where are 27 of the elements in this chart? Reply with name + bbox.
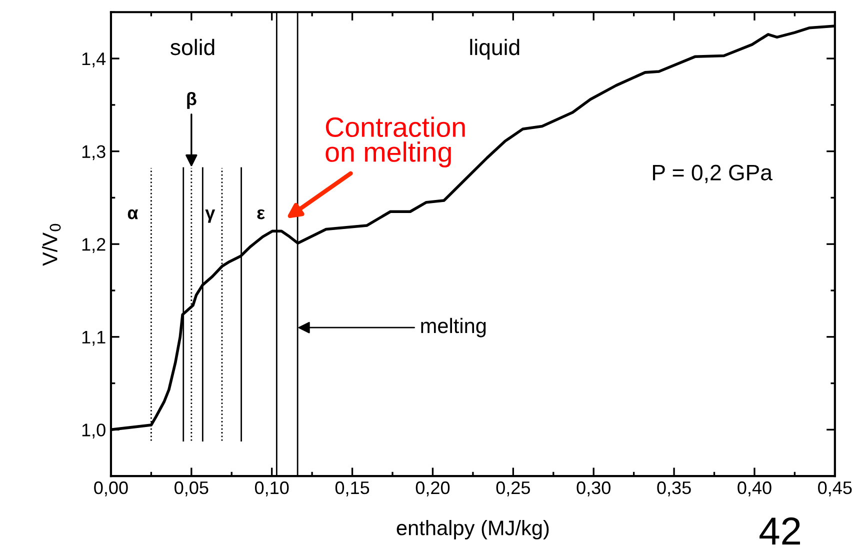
annotation: β bbox=[187, 92, 196, 109]
x-tick-label: 0,35 bbox=[657, 481, 691, 496]
x-tick-label: 0,30 bbox=[576, 481, 610, 496]
x-tick-label: 0,25 bbox=[496, 481, 530, 496]
x-tick-label: 0,05 bbox=[174, 481, 208, 496]
y-axis-title: V/V$_{0}$ bbox=[42, 224, 61, 266]
y-tick-label: 1,3 bbox=[82, 145, 106, 160]
x-tick-label: 0,45 bbox=[818, 481, 852, 496]
annotation: liquid bbox=[470, 38, 520, 60]
x-tick-label: 0,00 bbox=[94, 481, 128, 496]
annotation: melting bbox=[421, 318, 486, 338]
x-tick-label: 0,20 bbox=[416, 481, 450, 496]
y-tick-label: 1,2 bbox=[82, 238, 106, 253]
y-tick-label: 1,4 bbox=[82, 52, 106, 68]
y-tick-label: 1,1 bbox=[82, 331, 106, 346]
x-tick-label: 0,15 bbox=[335, 481, 370, 496]
x-tick-label: 0,40 bbox=[738, 481, 772, 496]
x-axis-title: enthalpy (MJ/kg) bbox=[396, 520, 549, 540]
y-tick-label: 1,0 bbox=[82, 424, 106, 439]
annotation: P = 0,2 GPa bbox=[653, 164, 772, 184]
annotation: solid bbox=[170, 38, 214, 56]
text: 42 bbox=[760, 517, 800, 545]
annotation: ε bbox=[257, 209, 265, 220]
annotation: α bbox=[128, 209, 138, 220]
x-tick-label: 0,10 bbox=[254, 481, 289, 496]
annotation: γ bbox=[205, 210, 216, 223]
annotation: Contraction on melting bbox=[326, 116, 465, 168]
